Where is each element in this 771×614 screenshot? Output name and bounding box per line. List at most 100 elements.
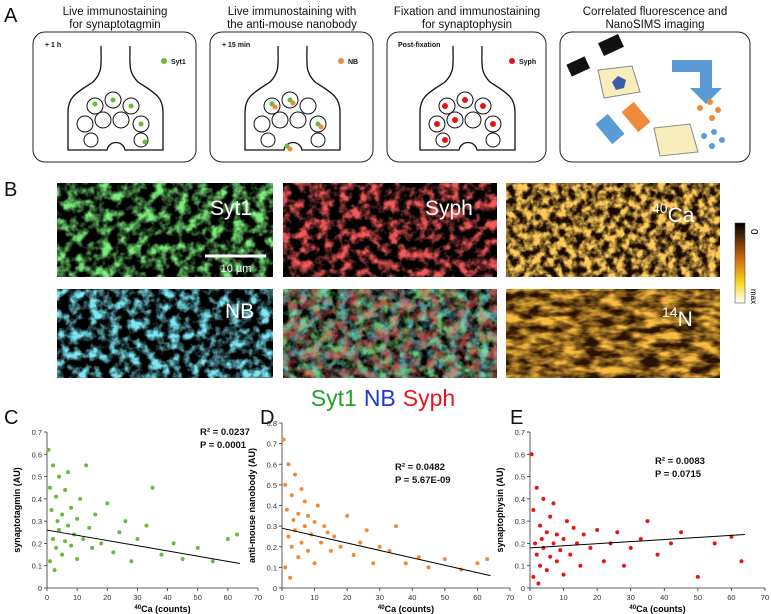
- y-tick-label: 0.4: [32, 495, 42, 504]
- x-tick-label: 10: [559, 593, 567, 602]
- point: [541, 496, 546, 501]
- ion-gun: [621, 101, 651, 133]
- point: [51, 463, 56, 468]
- y-tick-label: 0: [38, 584, 42, 593]
- x-tick-label: 60: [473, 593, 481, 602]
- point: [387, 548, 392, 553]
- point: [581, 532, 586, 537]
- stat-annotation: P = 0.0001: [200, 440, 247, 451]
- point: [475, 561, 480, 566]
- point: [533, 541, 538, 546]
- point: [54, 545, 59, 550]
- syph-dots: [434, 97, 496, 143]
- step-title: the anti-mouse nanobody: [227, 19, 357, 31]
- x-axis-label-sup: 40: [378, 605, 385, 611]
- x-tick-label: 50: [441, 593, 449, 602]
- point: [322, 524, 327, 529]
- imaging-schematic: [566, 34, 725, 157]
- point: [135, 536, 140, 541]
- x-axis-label-main: Ca (counts): [385, 604, 435, 614]
- x-axis-label: 40Ca (counts): [629, 604, 685, 614]
- point: [551, 541, 556, 546]
- y-tick-label: 0.2: [515, 539, 525, 548]
- camera: [566, 56, 591, 77]
- point: [312, 561, 317, 566]
- y-tick-label: 0: [273, 584, 277, 593]
- point: [544, 530, 549, 535]
- point: [622, 563, 626, 568]
- merge-legend: Syt1 NB Syph: [311, 385, 455, 411]
- step-tag: + 15 min: [222, 42, 250, 49]
- panel-label: B: [4, 179, 17, 201]
- point: [180, 557, 185, 562]
- point: [293, 472, 298, 477]
- point: [296, 555, 301, 560]
- stat-annotation: P = 0.0715: [655, 469, 702, 480]
- legend-entry: Syph: [403, 385, 455, 411]
- point: [531, 508, 536, 512]
- point: [345, 513, 350, 518]
- point: [561, 536, 566, 541]
- y-tick-label: 0.6: [267, 460, 277, 469]
- step-title: Live immunostaining with: [228, 6, 356, 18]
- image-label: NB: [225, 300, 254, 323]
- point: [302, 499, 307, 504]
- x-axis-label-main: Ca (counts): [636, 604, 686, 614]
- point: [69, 543, 74, 548]
- legend-entry: NB: [364, 385, 396, 411]
- x-axis-label: 40Ca (counts): [134, 604, 190, 614]
- point: [485, 557, 490, 562]
- point: [283, 482, 288, 487]
- point: [63, 539, 68, 544]
- point: [46, 447, 51, 452]
- point: [538, 523, 543, 528]
- x-tick-label: 20: [593, 593, 601, 602]
- x-tick-label: 70: [506, 593, 514, 602]
- point: [561, 572, 566, 577]
- y-axis-label: synaptophysin (AU): [495, 467, 505, 552]
- point: [57, 528, 62, 533]
- colorbar-label: max: [749, 289, 758, 304]
- point: [332, 534, 337, 539]
- point: [49, 508, 54, 512]
- y-tick-label: 0.3: [515, 517, 525, 526]
- trendline: [281, 527, 491, 577]
- panel-label: D: [260, 407, 274, 429]
- stat-annotation: R² = 0.0083: [655, 456, 705, 467]
- point: [66, 523, 71, 528]
- point: [171, 541, 176, 546]
- point: [669, 541, 673, 546]
- trendline: [46, 529, 240, 564]
- point: [299, 540, 304, 545]
- point: [195, 545, 200, 550]
- marker-icon: [161, 58, 167, 64]
- point: [403, 561, 408, 566]
- x-tick-label: 0: [45, 593, 49, 602]
- scatter-chart: 0 0.1 0.2 0.3 0.4 0.5 0.6 0.7 0 10 20 30 40 50 60 70 R² …: [12, 427, 262, 614]
- point: [302, 524, 307, 529]
- point: [534, 552, 539, 557]
- point: [338, 544, 343, 549]
- scale-bar-label: 10 µm: [221, 263, 252, 275]
- point: [129, 559, 134, 564]
- point: [75, 557, 80, 562]
- point: [150, 485, 155, 490]
- y-tick-label: 0.1: [267, 563, 277, 572]
- point: [69, 505, 74, 510]
- y-tick-label: 0.2: [267, 543, 277, 552]
- point: [60, 552, 65, 557]
- step-title: for synaptotagmin: [69, 19, 160, 31]
- image-label: Syph: [425, 197, 473, 220]
- point: [568, 552, 573, 557]
- x-tick-label: 0: [280, 593, 284, 602]
- y-tick-label: 0.3: [32, 517, 42, 526]
- point: [117, 530, 122, 535]
- y-tick-label: 0.6: [515, 450, 525, 459]
- point: [358, 540, 363, 545]
- ion-gun: [595, 113, 625, 145]
- sample: [653, 123, 699, 157]
- image-label-sup: 14: [662, 304, 678, 320]
- point: [712, 541, 717, 546]
- panel-a: Live immunostaining for synaptotagmin Li…: [32, 6, 751, 163]
